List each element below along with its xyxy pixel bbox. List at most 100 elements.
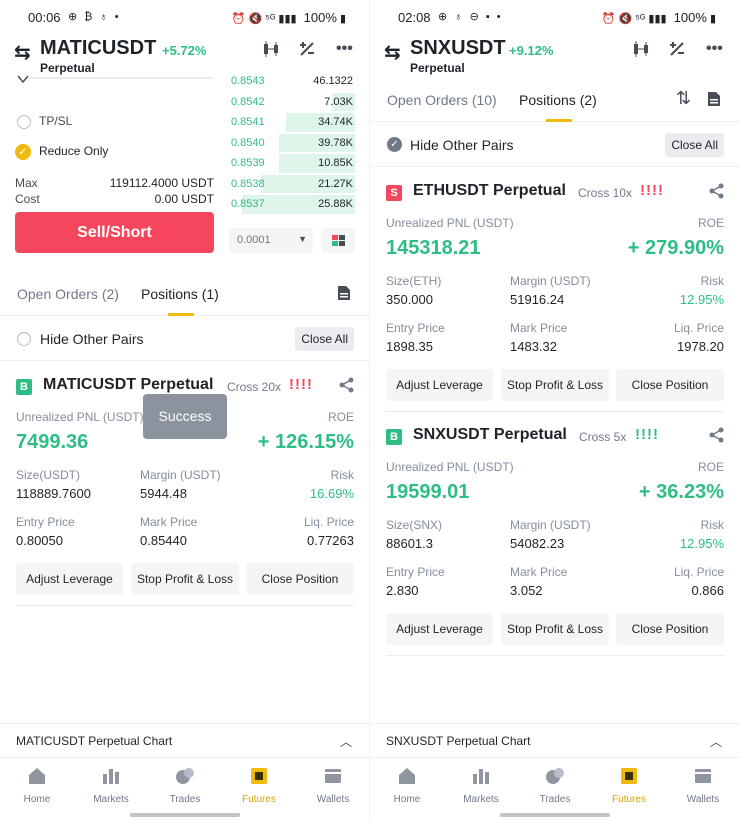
share-icon[interactable] bbox=[709, 427, 724, 447]
document-icon[interactable] bbox=[707, 91, 721, 111]
orderbook-row[interactable]: 0.8539 10.85K bbox=[229, 153, 355, 174]
adjust-leverage-button[interactable]: Adjust Leverage bbox=[16, 563, 123, 595]
orderbook-price: 0.8538 bbox=[231, 177, 265, 190]
system-icons: ⏰ 🔇 ⁵ᴳ ▮▮▮ 100% ▮ bbox=[231, 10, 346, 25]
symbol-title[interactable]: MATICUSDT bbox=[40, 37, 157, 59]
margin-mode[interactable]: Cross 10x bbox=[578, 186, 633, 200]
close-position-button[interactable]: Close Position bbox=[616, 613, 724, 645]
position-name[interactable]: SNXUSDT Perpetual bbox=[413, 426, 567, 443]
close-position-button[interactable]: Close Position bbox=[246, 563, 354, 595]
document-icon[interactable] bbox=[337, 285, 351, 305]
calculator-icon[interactable] bbox=[668, 40, 686, 63]
side-badge: B bbox=[16, 379, 32, 395]
hide-pairs-radio[interactable] bbox=[17, 332, 31, 346]
status-bar: 00:06 ⊕ ₿ ♁ • ⏰ 🔇 ⁵ᴳ ▮▮▮ 100% ▮ bbox=[0, 0, 370, 34]
orderbook-row[interactable]: 0.8537 25.88K bbox=[229, 194, 355, 215]
stop-profit-loss-button[interactable]: Stop Profit & Loss bbox=[131, 563, 239, 595]
swap-icon[interactable]: ⇆ bbox=[14, 42, 31, 64]
cost-value: 0.00 USDT bbox=[154, 192, 214, 206]
more-icon[interactable]: ••• bbox=[706, 40, 723, 57]
adjust-leverage-button[interactable]: Adjust Leverage bbox=[386, 369, 493, 401]
nav-home[interactable]: Home bbox=[0, 766, 74, 805]
tab-positions[interactable]: Positions (2) bbox=[519, 92, 597, 108]
risk-bars-icon: !!!! bbox=[289, 376, 313, 393]
checkmark-icon[interactable]: ✓ bbox=[387, 137, 402, 152]
position-name[interactable]: ETHUSDT Perpetual bbox=[413, 182, 566, 199]
orderbook-row[interactable]: 0.8540 39.78K bbox=[229, 133, 355, 154]
swap-icon[interactable]: ⇆ bbox=[384, 42, 401, 64]
nav-wallets[interactable]: Wallets bbox=[666, 766, 740, 805]
nav-label: Wallets bbox=[686, 794, 720, 805]
tab-underline bbox=[168, 313, 194, 316]
checkmark-icon[interactable]: ✓ bbox=[15, 144, 31, 160]
candlestick-icon[interactable] bbox=[262, 40, 282, 63]
nav-markets[interactable]: Markets bbox=[444, 766, 518, 805]
depth-select[interactable]: 0.0001 ▼ bbox=[229, 228, 313, 253]
chevron-up-icon[interactable]: ︿ bbox=[339, 735, 352, 749]
more-icon[interactable]: ••• bbox=[336, 40, 353, 57]
nav-trades[interactable]: Trades bbox=[518, 766, 592, 805]
contract-type: Perpetual bbox=[40, 61, 95, 75]
chart-bar[interactable]: SNXUSDT Perpetual Chart ︿ bbox=[370, 723, 740, 757]
close-all-button[interactable]: Close All bbox=[665, 133, 724, 157]
risk-value: 12.95% bbox=[679, 536, 724, 551]
sell-short-button[interactable]: Sell/Short bbox=[15, 212, 214, 253]
share-icon[interactable] bbox=[339, 377, 354, 397]
nav-label: Markets bbox=[463, 794, 499, 805]
markets-icon bbox=[74, 766, 148, 786]
slider-partial[interactable] bbox=[17, 74, 213, 89]
close-all-button[interactable]: Close All bbox=[295, 327, 354, 351]
calculator-icon[interactable] bbox=[298, 40, 316, 63]
chart-label: MATICUSDT Perpetual Chart bbox=[16, 734, 173, 748]
margin-mode[interactable]: Cross 20x bbox=[227, 380, 282, 394]
orderbook-mode-icon[interactable] bbox=[322, 228, 355, 253]
tpsl-option[interactable]: TP/SL bbox=[17, 114, 72, 129]
chevron-up-icon[interactable]: ︿ bbox=[709, 735, 722, 749]
position-name[interactable]: MATICUSDT Perpetual bbox=[43, 376, 214, 393]
orderbook-qty: 7.03K bbox=[324, 95, 353, 108]
orderbook-qty: 46.1322 bbox=[313, 75, 353, 87]
nav-markets[interactable]: Markets bbox=[74, 766, 148, 805]
reduce-only-option[interactable]: ✓ Reduce Only bbox=[15, 144, 108, 160]
bottom-nav: Home Markets Trades Futures Wallets bbox=[0, 757, 370, 822]
tpsl-radio[interactable] bbox=[17, 114, 31, 129]
liq-value: 0.866 bbox=[691, 583, 724, 598]
nav-futures[interactable]: Futures bbox=[222, 766, 296, 805]
margin-label: Margin (USDT) bbox=[510, 518, 591, 532]
nav-home[interactable]: Home bbox=[370, 766, 444, 805]
orderbook-row[interactable]: 0.8541 34.74K bbox=[229, 112, 355, 133]
stop-profit-loss-button[interactable]: Stop Profit & Loss bbox=[501, 613, 609, 645]
nav-label: Wallets bbox=[316, 794, 350, 805]
symbol-title[interactable]: SNXUSDT bbox=[410, 37, 506, 59]
orderbook-row[interactable]: 0.8543 46.1322 bbox=[229, 71, 355, 92]
tab-underline bbox=[546, 119, 572, 122]
nav-trades[interactable]: Trades bbox=[148, 766, 222, 805]
tab-open-orders[interactable]: Open Orders (2) bbox=[17, 286, 119, 302]
candlestick-icon[interactable] bbox=[632, 40, 652, 63]
close-position-button[interactable]: Close Position bbox=[616, 369, 724, 401]
share-icon[interactable] bbox=[709, 183, 724, 203]
nav-label: Trades bbox=[169, 794, 201, 805]
orderbook-row[interactable]: 0.8542 7.03K bbox=[229, 92, 355, 113]
trades-icon bbox=[148, 766, 222, 786]
position-card: B SNXUSDT Perpetual Cross 5x !!!! Unreal… bbox=[386, 426, 724, 646]
tab-open-orders[interactable]: Open Orders (10) bbox=[387, 92, 497, 108]
risk-value: 12.95% bbox=[679, 292, 724, 307]
sort-icon[interactable]: ⇅ bbox=[676, 88, 692, 108]
liq-value: 0.77263 bbox=[307, 533, 354, 548]
stop-profit-loss-button[interactable]: Stop Profit & Loss bbox=[501, 369, 609, 401]
margin-value: 51916.24 bbox=[510, 292, 565, 307]
mark-label: Mark Price bbox=[510, 565, 568, 579]
tab-positions[interactable]: Positions (1) bbox=[141, 286, 219, 302]
orderbook-row[interactable]: 0.8538 21.27K bbox=[229, 174, 355, 195]
mark-value: 0.85440 bbox=[140, 533, 187, 548]
risk-value: 16.69% bbox=[309, 486, 354, 501]
chart-bar[interactable]: MATICUSDT Perpetual Chart ︿ bbox=[0, 723, 370, 757]
adjust-leverage-button[interactable]: Adjust Leverage bbox=[386, 613, 493, 645]
tab-bar: Open Orders (2) Positions (1) bbox=[0, 276, 370, 316]
nav-futures[interactable]: Futures bbox=[592, 766, 666, 805]
orderbook-price: 0.8543 bbox=[231, 75, 265, 87]
nav-wallets[interactable]: Wallets bbox=[296, 766, 370, 805]
margin-mode[interactable]: Cross 5x bbox=[579, 430, 627, 444]
nav-label: Futures bbox=[242, 794, 276, 805]
